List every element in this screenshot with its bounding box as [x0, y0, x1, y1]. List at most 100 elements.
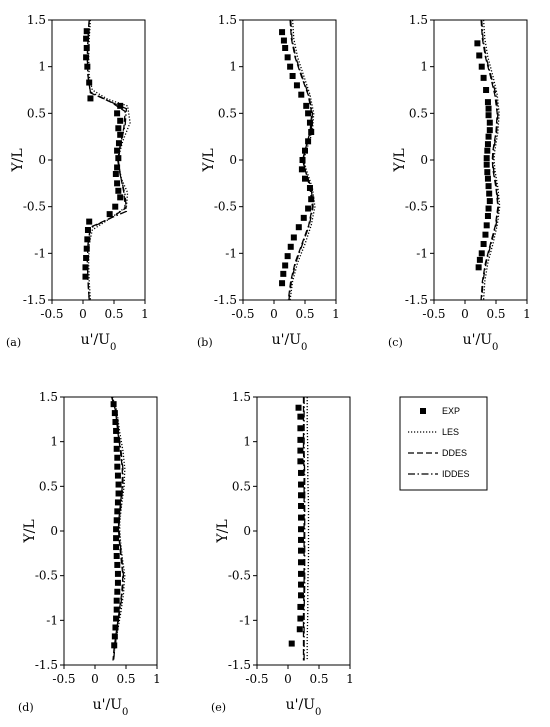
panel-label: (d) [18, 701, 34, 714]
exp-marker [111, 410, 118, 417]
exp-marker [114, 561, 121, 568]
exp-marker [289, 73, 296, 79]
exp-marker [84, 236, 91, 243]
exp-marker [485, 105, 492, 112]
exp-marker [117, 194, 124, 201]
exp-marker [295, 224, 302, 231]
y-tick-label: 0.5 [232, 479, 251, 493]
x-tick-label: 0.5 [295, 307, 314, 321]
exp-marker [284, 54, 291, 61]
exp-marker [297, 603, 304, 610]
exp-marker [282, 45, 289, 51]
exp-marker [486, 119, 493, 126]
exp-marker [485, 112, 492, 119]
exp-marker [114, 454, 121, 461]
x-tick-label: 0.5 [309, 672, 328, 686]
exp-marker [114, 463, 121, 470]
exp-marker [297, 458, 304, 465]
exp-marker [114, 508, 121, 515]
legend-swatch-exp [420, 408, 426, 414]
exp-marker [83, 35, 90, 42]
y-axis-label: Y/L [10, 148, 26, 172]
panel-b: -1.5 -1 -0.5 0 0.5 1 1.5 -0.5 0 0.5 1 Y/L u'/U0 (b) [197, 13, 340, 353]
exp-marker [478, 250, 485, 257]
x-tick-label: 0 [79, 307, 87, 321]
exp-marker [298, 469, 305, 476]
iddes-line [111, 396, 125, 661]
y-tick-label: -0.5 [214, 200, 237, 214]
x-tick-label: 0 [91, 672, 99, 686]
exp-marker [308, 129, 315, 135]
exp-marker [483, 87, 490, 93]
exp-marker [112, 419, 119, 426]
exp-marker [484, 213, 491, 219]
legend-label-les: LES [442, 427, 459, 437]
panel-label: (c) [388, 336, 403, 349]
exp-marker [290, 234, 297, 241]
exp-marker [486, 198, 493, 205]
exp-marker [115, 481, 122, 488]
exp-marker [114, 164, 121, 171]
x-tick-label: 0 [461, 307, 469, 321]
exp-marker [113, 535, 120, 542]
exp-marker [297, 615, 304, 622]
exp-marker [84, 227, 91, 233]
y-tick-label: -1 [34, 246, 46, 260]
exp-marker [86, 218, 93, 225]
exp-marker [296, 626, 303, 633]
exp-marker [113, 544, 120, 551]
exp-marker [287, 243, 294, 250]
y-tick-label: -1 [46, 613, 58, 627]
y-tick-label: -1.5 [228, 658, 251, 672]
x-tick-label: 0.5 [116, 672, 135, 686]
exp-marker [485, 183, 492, 190]
y-axis-label: Y/L [22, 519, 38, 543]
exp-marker [302, 175, 308, 182]
exp-marker [83, 54, 90, 61]
y-tick-label: 1.5 [39, 390, 58, 404]
exp-marker [113, 606, 120, 613]
panel-c: -1.5 -1 -0.5 0 0.5 1 1.5 -0.5 0 0.5 1 Y/L u'/U0 (c) [388, 13, 531, 353]
x-tick-label: 0 [284, 672, 292, 686]
exp-marker [297, 413, 304, 420]
iddes-line [303, 397, 306, 661]
exp-marker [476, 52, 483, 59]
exp-marker [484, 175, 491, 182]
exp-marker [114, 570, 121, 577]
exp-marker [298, 91, 305, 98]
x-tick-label: -0.5 [52, 672, 75, 686]
exp-marker [115, 125, 122, 132]
legend: EXP LES DDES IDDES [399, 396, 488, 491]
exp-marker [297, 447, 304, 454]
exp-marker [475, 264, 482, 271]
x-tick-label: 1 [346, 672, 354, 686]
les-line [289, 19, 316, 301]
exp-marker [113, 615, 120, 622]
y-axis-label: Y/L [201, 148, 217, 172]
exp-marker [112, 203, 119, 210]
exp-marker [115, 490, 122, 497]
exp-marker [482, 231, 489, 238]
exp-marker [113, 517, 120, 524]
x-axis-label: u'/U0 [81, 332, 117, 353]
legend-label-ddes: DDES [442, 448, 467, 458]
y-tick-label: 0 [420, 153, 428, 167]
exp-marker [305, 110, 312, 117]
exp-marker [288, 640, 295, 647]
exp-marker [480, 241, 487, 247]
exp-marker [298, 581, 305, 588]
y-tick-label: 1.5 [232, 390, 251, 404]
exp-marker [113, 597, 120, 604]
exp-marker [280, 270, 287, 277]
exp-marker [114, 180, 121, 187]
exp-marker [484, 141, 491, 148]
exp-marker [298, 502, 305, 509]
y-tick-label: 0.5 [27, 106, 46, 120]
y-tick-label: 0 [50, 524, 58, 538]
x-tick-label: -0.5 [245, 672, 268, 686]
exp-marker [484, 99, 491, 106]
exp-marker [279, 280, 286, 287]
panel-e: -1.5 -1 -0.5 0 0.5 1 1.5 -0.5 0 0.5 1 Y/L u'/U0 (e) [211, 390, 354, 718]
exp-marker [483, 155, 490, 162]
exp-marker [476, 256, 483, 263]
